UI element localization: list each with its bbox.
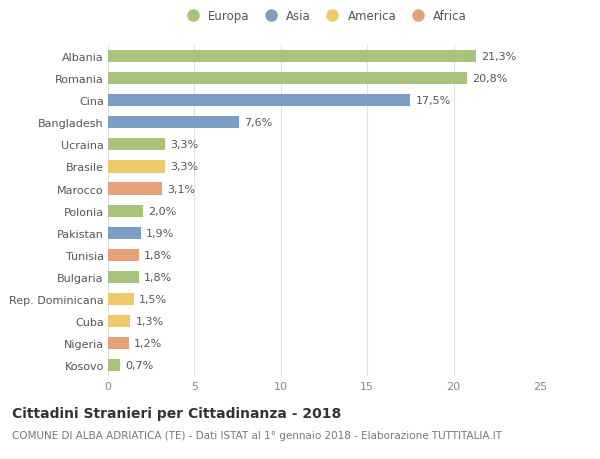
Text: 0,7%: 0,7% (125, 360, 154, 370)
Text: 3,3%: 3,3% (170, 162, 199, 172)
Bar (108, 73, 467, 85)
Text: 1,9%: 1,9% (146, 228, 174, 238)
Text: 20,8%: 20,8% (473, 74, 508, 84)
Text: Cittadini Stranieri per Cittadinanza - 2018: Cittadini Stranieri per Cittadinanza - 2… (12, 406, 341, 420)
Text: 1,3%: 1,3% (136, 316, 164, 326)
Legend: Europa, Asia, America, Africa: Europa, Asia, America, Africa (176, 6, 472, 28)
Text: 3,1%: 3,1% (167, 184, 195, 194)
Bar (108, 205, 143, 217)
Bar (108, 271, 139, 283)
Bar (108, 139, 165, 151)
Text: 21,3%: 21,3% (481, 52, 517, 62)
Text: 1,8%: 1,8% (144, 250, 173, 260)
Bar (108, 95, 410, 107)
Bar (108, 249, 139, 261)
Text: 17,5%: 17,5% (416, 96, 451, 106)
Bar (108, 161, 165, 173)
Text: 1,5%: 1,5% (139, 294, 167, 304)
Bar (108, 227, 141, 239)
Text: COMUNE DI ALBA ADRIATICA (TE) - Dati ISTAT al 1° gennaio 2018 - Elaborazione TUT: COMUNE DI ALBA ADRIATICA (TE) - Dati IST… (12, 431, 502, 441)
Text: 1,8%: 1,8% (144, 272, 173, 282)
Text: 2,0%: 2,0% (148, 206, 176, 216)
Text: 1,2%: 1,2% (134, 338, 162, 348)
Bar (108, 315, 130, 327)
Bar (108, 183, 161, 195)
Bar (108, 51, 476, 63)
Bar (108, 359, 120, 371)
Bar (108, 337, 129, 349)
Text: 3,3%: 3,3% (170, 140, 199, 150)
Text: 7,6%: 7,6% (245, 118, 273, 128)
Bar (108, 117, 239, 129)
Bar (108, 293, 134, 305)
